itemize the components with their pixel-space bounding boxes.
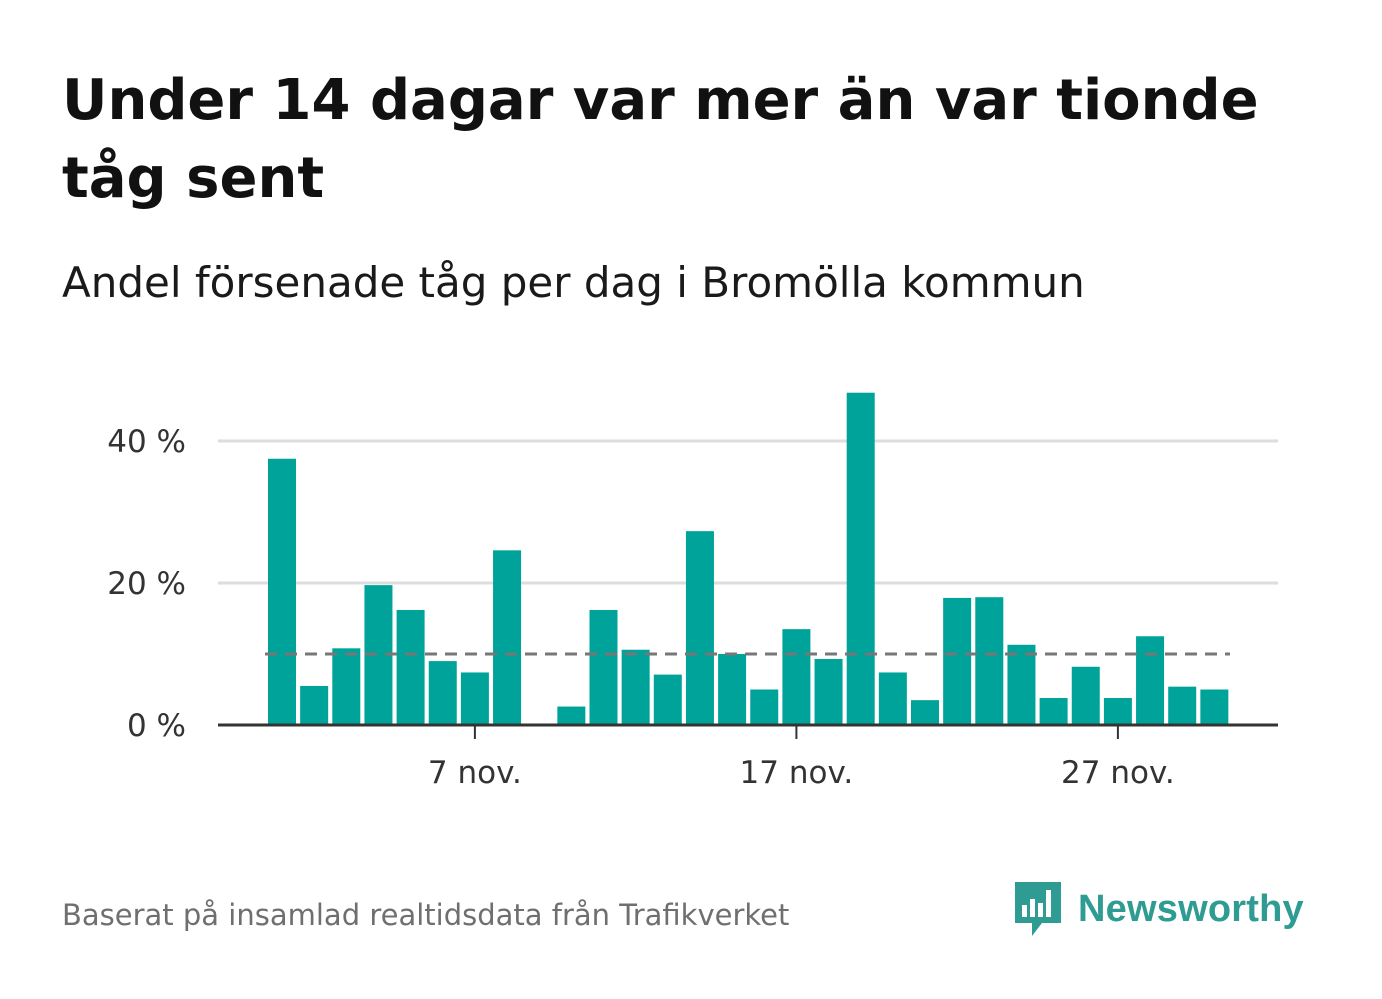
x-tick-label: 27 nov. (1061, 755, 1175, 791)
bar (589, 609, 618, 725)
bar (460, 672, 489, 725)
x-axis (218, 723, 1278, 739)
chart-title: Under 14 dagar var mer än var tionde tåg… (62, 68, 1259, 211)
bar (428, 661, 457, 725)
y-tick-label: 40 % (107, 424, 186, 460)
bars (268, 392, 1229, 725)
bar (878, 672, 907, 725)
bar (396, 609, 425, 725)
bar (1168, 686, 1197, 725)
tick-labels: 0 % 20 % 40 % 7 nov. 17 nov. 27 nov. (107, 424, 1175, 791)
bar (975, 597, 1004, 725)
bar (814, 658, 843, 725)
brand-logo: Newsworthy (1012, 878, 1304, 940)
bar (1103, 698, 1132, 725)
bar (1136, 636, 1165, 725)
brand-name: Newsworthy (1078, 887, 1304, 930)
bar-chart: 0 % 20 % 40 % 7 nov. 17 nov. 27 nov. (107, 392, 1278, 791)
bar (1007, 644, 1036, 725)
x-tick-label: 7 nov. (428, 755, 522, 791)
bar (332, 648, 361, 725)
bar (1071, 666, 1100, 725)
chart-subtitle: Andel försenade tåg per dag i Bromölla k… (62, 258, 1085, 307)
bar (782, 629, 811, 725)
bar (1039, 698, 1068, 725)
bar (268, 458, 296, 725)
bar (653, 674, 682, 725)
bar (750, 689, 779, 725)
source-note: Baserat på insamlad realtidsdata från Tr… (62, 898, 790, 932)
y-tick-label: 0 % (127, 708, 186, 744)
bar (685, 531, 714, 725)
bar (621, 649, 650, 725)
bar (1200, 689, 1229, 725)
grid-lines (218, 439, 1278, 585)
bar (943, 597, 972, 725)
bar (300, 685, 329, 725)
x-tick-label: 17 nov. (740, 755, 854, 791)
y-tick-label: 20 % (107, 566, 186, 602)
bar (911, 700, 939, 725)
bar (557, 706, 586, 725)
bar (493, 550, 522, 725)
newsworthy-logo-icon (1015, 882, 1061, 936)
bar (718, 654, 747, 725)
bar (846, 392, 875, 725)
